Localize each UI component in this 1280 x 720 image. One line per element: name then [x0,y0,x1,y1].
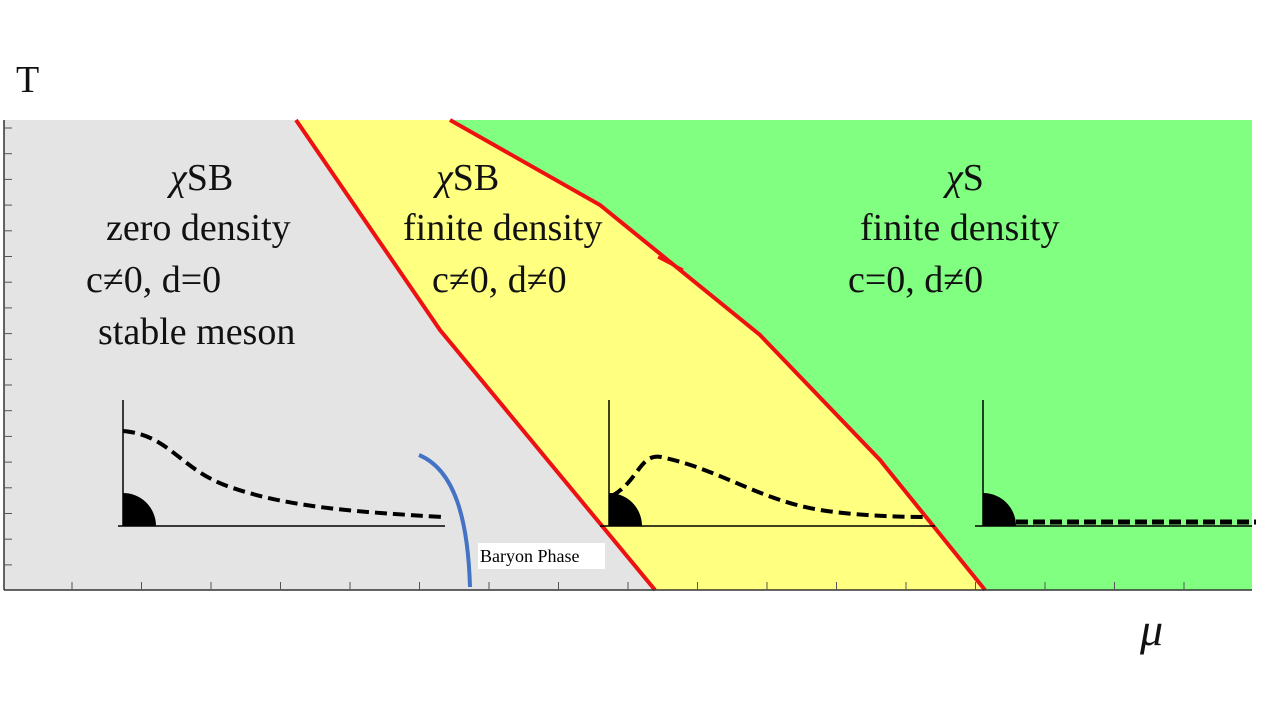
note: stable meson [98,311,295,353]
svg-text:χS: χS [942,157,984,199]
ticks [4,127,1185,590]
inset-plot [600,400,935,527]
density: finite density [860,207,1059,249]
condition: c≠0, d≠0 [432,259,567,301]
density: finite density [403,207,602,249]
svg-text:χSB: χSB [166,157,233,199]
baryon-boundary [418,453,472,588]
y-axis-label: T [16,59,39,101]
inset-plot [975,400,1256,527]
phase: SB [187,157,233,199]
symbol: χ [166,157,188,199]
density: zero density [106,207,291,249]
red-dash [657,255,684,272]
condition: c=0, d≠0 [848,259,983,301]
boundary-line [294,118,657,592]
region-label: χS finite density c=0, d≠0 [848,157,1059,301]
region-label: χSB zero density c≠0, d=0 stable meson [86,157,295,353]
inset-plot [118,400,445,527]
region-label: χSB finite density c≠0, d≠0 [403,157,602,301]
phase: S [963,157,984,199]
condition: c≠0, d=0 [86,259,221,301]
x-axis-label: μ [1139,604,1163,655]
label-box [478,543,605,569]
symbol: χ [942,157,964,199]
svg-text:χSB: χSB [432,157,499,199]
green-region [450,120,1252,590]
phase: SB [453,157,499,199]
symbol: χ [432,157,454,199]
annotation: Baryon Phase [480,546,579,566]
boundary-line [449,118,987,592]
